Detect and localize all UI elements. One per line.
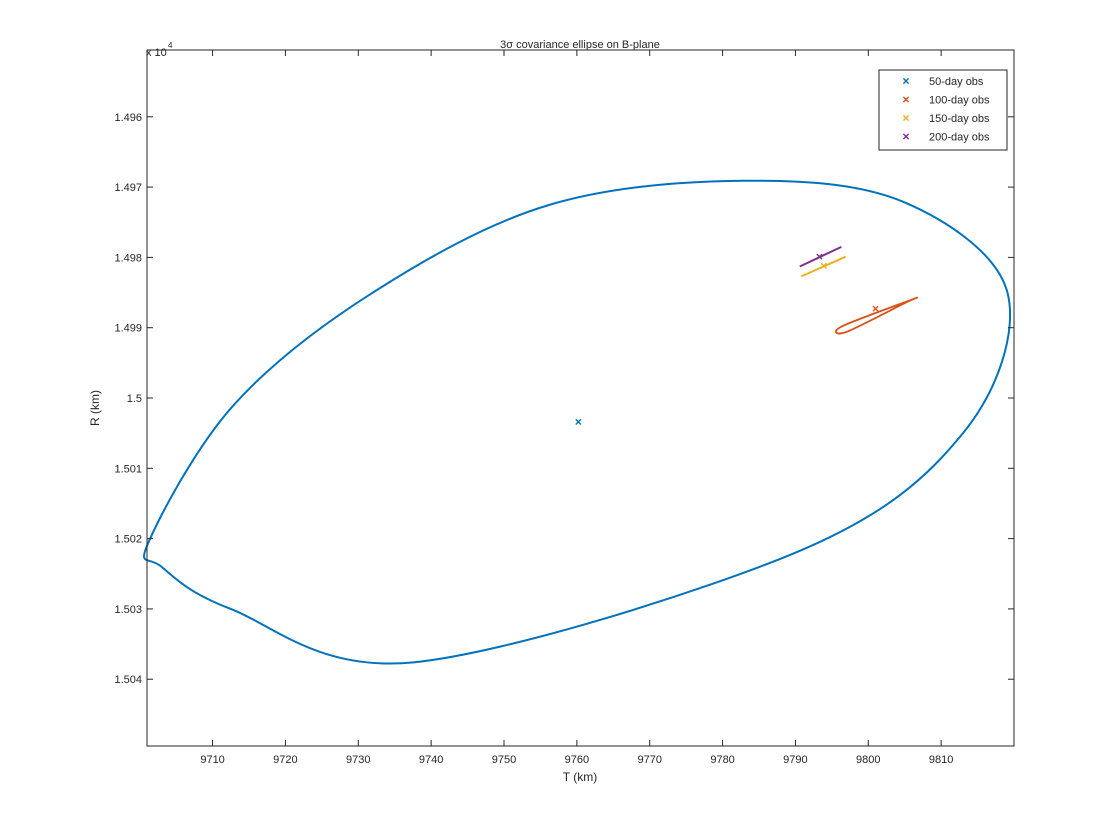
series-3-center-marker bbox=[820, 262, 827, 269]
x-tick-label: 9790 bbox=[783, 754, 807, 766]
y-tick-label: 1.501 bbox=[114, 463, 142, 475]
x-tick-label: 9810 bbox=[929, 754, 953, 766]
x-tick-label: 9780 bbox=[710, 754, 734, 766]
y-multiplier-exponent: 4 bbox=[168, 41, 173, 50]
series-1-ellipse bbox=[143, 179, 1012, 665]
y-tick-label: 1.504 bbox=[114, 674, 142, 686]
series-3 bbox=[800, 255, 847, 278]
legend-marker bbox=[902, 133, 910, 140]
x-tick-label: 9730 bbox=[346, 754, 370, 766]
y-axis-label: R (km) bbox=[88, 390, 102, 426]
legend-box bbox=[878, 69, 1008, 151]
legend-entries: 50-day obs 100-day obs 150-day obs 200-day … bbox=[902, 76, 990, 144]
series-1-center-marker bbox=[575, 418, 582, 425]
legend-label: 100-day obs bbox=[929, 95, 990, 107]
legend-entry: 50-day obs bbox=[902, 76, 984, 88]
series-2-ellipse bbox=[834, 296, 919, 335]
series-1 bbox=[143, 179, 1012, 665]
legend-label: 50-day obs bbox=[929, 76, 984, 88]
x-tick-label: 9760 bbox=[565, 754, 589, 766]
plot-area bbox=[143, 179, 1012, 665]
y-tick-label: 1.498 bbox=[114, 252, 142, 264]
y-axis-multiplier: x 10 4 bbox=[146, 41, 173, 59]
legend-entry: 200-day obs bbox=[902, 132, 990, 144]
y-tick-label: 1.496 bbox=[114, 112, 142, 124]
series-2-center-marker bbox=[872, 305, 879, 312]
legend-entry: 150-day obs bbox=[902, 113, 990, 125]
legend-marker bbox=[902, 77, 910, 85]
y-tick-label: 1.502 bbox=[114, 534, 142, 546]
y-tick-label: 1.497 bbox=[114, 182, 142, 194]
series-4 bbox=[799, 245, 842, 268]
y-tick-label: 1.5 bbox=[127, 393, 142, 405]
x-axis-label: T (km) bbox=[563, 770, 597, 784]
legend-marker bbox=[902, 96, 910, 103]
legend: 50-day obs 100-day obs 150-day obs 200-day … bbox=[878, 69, 1008, 151]
y-multiplier-base: x 10 bbox=[146, 47, 167, 59]
legend-label: 150-day obs bbox=[929, 113, 990, 125]
series-2 bbox=[834, 296, 919, 335]
x-tick-label: 9770 bbox=[637, 754, 661, 766]
x-tick-label: 9750 bbox=[492, 754, 516, 766]
legend-entry: 100-day obs bbox=[902, 95, 990, 107]
x-tick-label: 9740 bbox=[419, 754, 443, 766]
axis-ticks: 9710 9720 9730 9740 9750 9760 9770 9780 9790 9800… bbox=[114, 50, 1014, 766]
x-tick-label: 9800 bbox=[856, 754, 880, 766]
y-tick-label: 1.503 bbox=[114, 604, 142, 616]
x-tick-label: 9720 bbox=[273, 754, 297, 766]
legend-label: 200-day obs bbox=[929, 132, 990, 144]
series-4-ellipse bbox=[799, 245, 842, 268]
y-tick-label: 1.499 bbox=[114, 323, 142, 335]
legend-marker bbox=[902, 114, 910, 122]
chart-title: 3σ covariance ellipse on B-plane bbox=[500, 39, 660, 51]
x-tick-label: 9710 bbox=[200, 754, 224, 766]
series-4-center-marker bbox=[816, 253, 823, 260]
